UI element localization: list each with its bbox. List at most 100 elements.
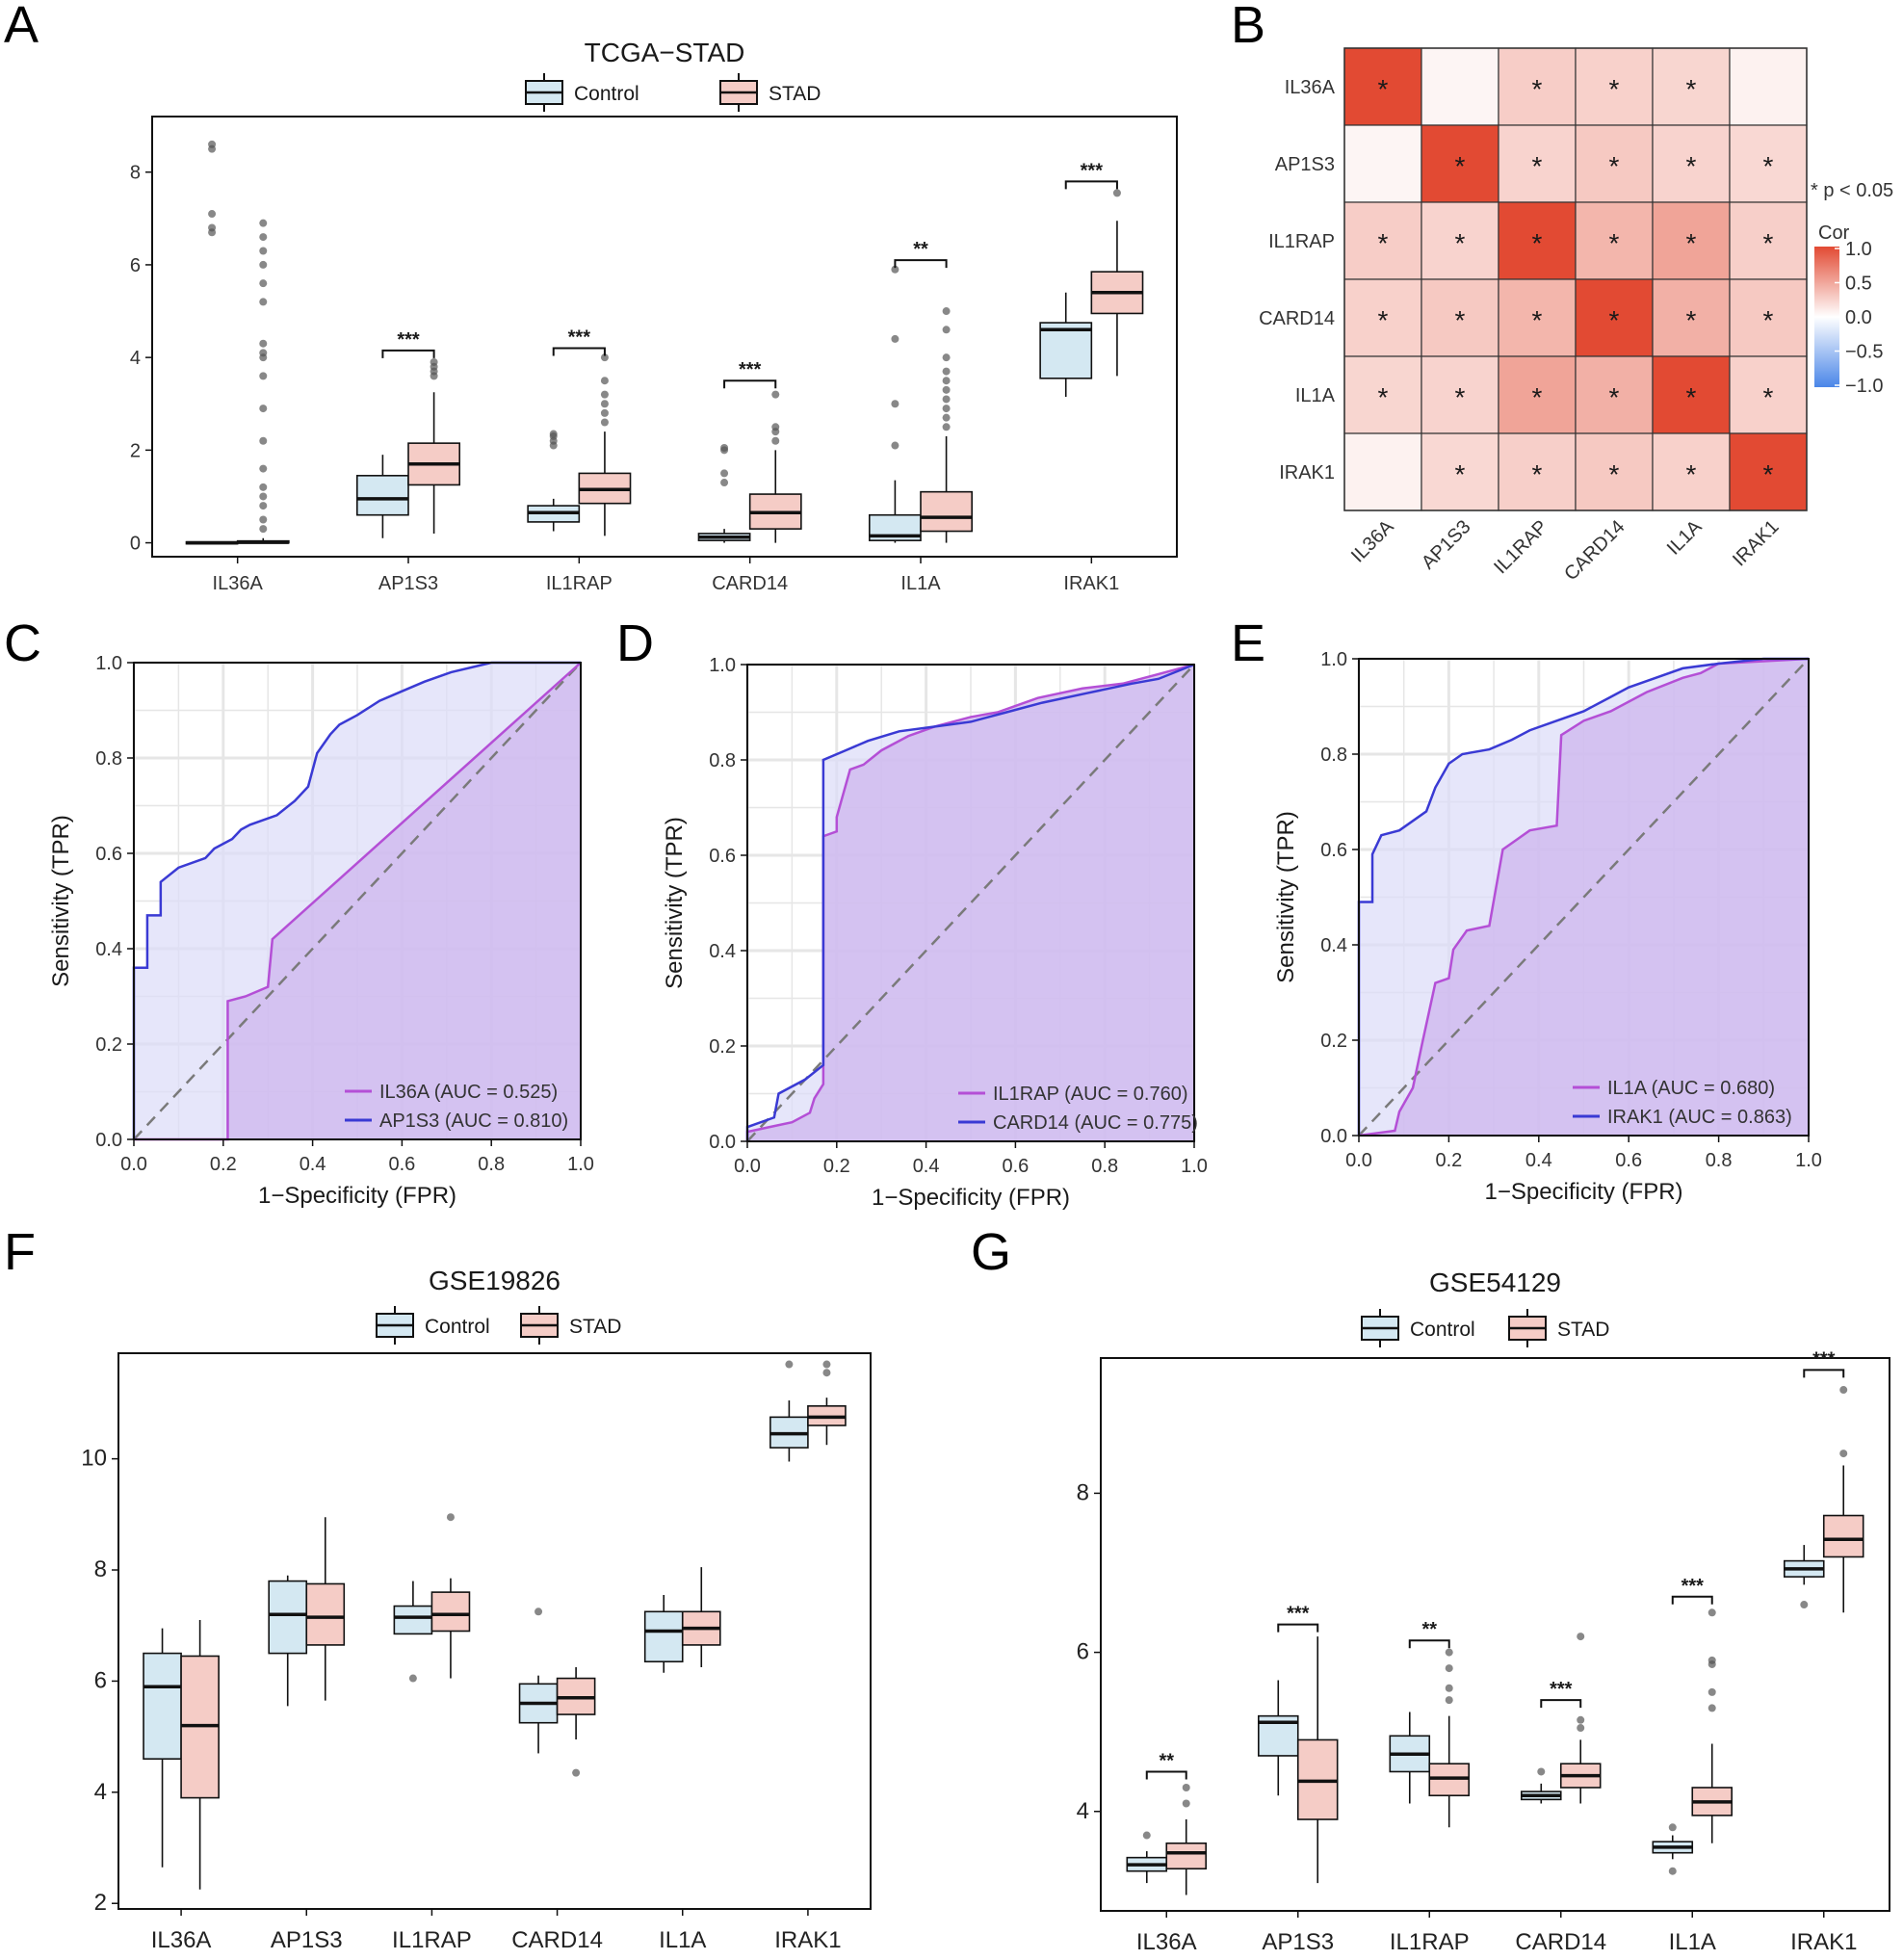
y-tick-label: 6 [1077, 1639, 1089, 1665]
y-tick-label: 0.2 [1320, 1031, 1347, 1052]
legend-label-stad: STAD [1557, 1319, 1609, 1341]
colorbar-tick-label: 0.0 [1845, 307, 1872, 328]
x-tick-label: 0.6 [1615, 1150, 1642, 1171]
box-body [393, 1605, 433, 1635]
x-tick-label-irak1: IRAK1 [1063, 573, 1119, 594]
x-tick-label-irak1: IRAK1 [774, 1927, 841, 1953]
outlier-point [942, 326, 951, 334]
box-body [430, 1591, 471, 1633]
outlier-point [259, 339, 268, 348]
diagonal-reference [133, 662, 582, 1140]
significance-bracket [552, 347, 606, 356]
heatmap-star: * [1686, 228, 1697, 258]
box-stad-ap1s3 [407, 357, 461, 534]
legend-label-stad: STAD [769, 83, 821, 105]
box-control-il1a [643, 1594, 684, 1673]
x-tick-label: 1.0 [567, 1154, 594, 1175]
heatmap-star: * [1609, 382, 1620, 412]
outlier-point [1537, 1767, 1546, 1776]
x-tick-label: 0.4 [300, 1154, 326, 1175]
outlier-point [1445, 1684, 1453, 1692]
x-tick-label: 0.4 [1525, 1150, 1552, 1171]
outlier-point [1142, 1831, 1151, 1840]
outlier-point [259, 515, 268, 524]
x-tick-label: 0.0 [120, 1154, 147, 1175]
x-tick-label: 0.0 [734, 1156, 761, 1177]
y-tick-label: 0.8 [709, 750, 736, 771]
box-body [305, 1582, 346, 1646]
heatmap-cell-card14-il1rap [1498, 278, 1577, 357]
heatmap-col-label-ap1s3: AP1S3 [1418, 516, 1475, 574]
outlier-point [430, 357, 438, 366]
x-tick-label: 0.6 [1002, 1156, 1029, 1177]
significance-bracket [1064, 180, 1118, 190]
roc-chart-d: 0.0 0.0 0.2 0.2 0.4 0.4 0.6 0.6 0.8 0.8 1.0 1.0 1−Sp… [662, 655, 1208, 1211]
outlier-point [942, 367, 951, 376]
panel-d: D 0.0 0.0 0.2 0.2 0.4 0.4 0.6 0.6 0.8 0.8 1.0 1.0 1−… [616, 614, 1208, 1211]
panel-c: C 0.0 0.0 0.2 0.2 0.4 0.4 0.6 0.6 0.8 0.8 1.0 1.0 1−… [4, 614, 594, 1209]
heatmap-cell-il1rap-il36a [1343, 201, 1422, 280]
y-tick-label: 2 [94, 1890, 107, 1916]
panel-letter-f: F [4, 1223, 36, 1281]
heatmap-cell-card14-irak1 [1729, 278, 1808, 357]
panel-letter-a: A [4, 0, 39, 54]
heatmap-cell-il36a-il36a [1343, 47, 1422, 126]
outlier-point [259, 260, 268, 269]
roc-curve-card14 [745, 663, 1195, 1141]
outlier-point [785, 1360, 794, 1369]
x-tick-label-il1rap: IL1RAP [392, 1927, 472, 1953]
heatmap-cell-il1a-irak1 [1729, 355, 1808, 434]
colorbar-tick-label: 0.5 [1845, 274, 1872, 295]
plot-frame [151, 116, 1178, 558]
x-tick-label: 0.8 [1706, 1150, 1733, 1171]
box-stad-ap1s3 [1296, 1636, 1339, 1884]
heatmap-star: * [1532, 459, 1543, 489]
x-tick-label-card14: CARD14 [1515, 1929, 1606, 1955]
roc-curve-irak1 [1357, 657, 1809, 1136]
significance-bracket [1671, 1595, 1713, 1605]
outlier-point [891, 400, 899, 408]
box-stad-il1a [1691, 1608, 1734, 1843]
box-control-il36a [143, 1628, 182, 1868]
heatmap-row-label-card14: CARD14 [1259, 308, 1335, 329]
outlier-point [208, 210, 217, 219]
outlier-point [720, 443, 729, 452]
heatmap-frame [1343, 47, 1808, 511]
y-tick-label: 0.0 [709, 1132, 736, 1153]
heatmap-star: * [1609, 74, 1620, 104]
box-control-ap1s3 [355, 455, 409, 538]
heatmap-cell-il1rap-ap1s3 [1421, 201, 1499, 280]
x-tick-label-irak1: IRAK1 [1790, 1929, 1857, 1955]
box-stad-il1rap [1428, 1648, 1471, 1828]
legend-label-card14: CARD14 (AUC = 0.775) [993, 1112, 1198, 1134]
heatmap-cell-ap1s3-card14 [1575, 124, 1654, 203]
outlier-point [1668, 1823, 1677, 1832]
outlier-point [600, 400, 609, 408]
outlier-point [259, 279, 268, 288]
heatmap-star: * [1763, 459, 1774, 489]
correlation-heatmap: * * * * * * * * * * * * * * * * * * * * * * * * * * * * * * * * IL36A IL3… [1259, 47, 1893, 585]
x-tick-label-card14: CARD14 [511, 1927, 603, 1953]
outlier-point [259, 405, 268, 413]
outlier-point [1182, 1799, 1190, 1808]
heatmap-cell-il36a-ap1s3 [1421, 47, 1499, 126]
heatmap-cell-il1a-ap1s3 [1421, 355, 1499, 434]
legend-label-il1rap: IL1RAP (AUC = 0.760) [993, 1084, 1188, 1105]
box-body [143, 1652, 182, 1761]
panel-letter-e: E [1231, 614, 1265, 672]
outlier-point [1839, 1386, 1848, 1395]
boxplot-gse19826: GSE19826 Control STAD 2 4 6 8 10 IL36A AP1S3 IL1RA… [81, 1266, 872, 1953]
heatmap-star: * [1686, 305, 1697, 335]
heatmap-star: * [1686, 151, 1697, 181]
outlier-point [1182, 1783, 1190, 1791]
outlier-point [771, 390, 780, 399]
outlier-point [600, 377, 609, 385]
heatmap-star: * [1532, 151, 1543, 181]
legend-label-irak1: IRAK1 (AUC = 0.863) [1607, 1107, 1792, 1128]
y-tick-label: 0.2 [95, 1034, 122, 1056]
y-tick-label: 4 [94, 1779, 107, 1805]
significance-note: * p < 0.05 [1811, 180, 1893, 201]
roc-curve-ap1s3 [132, 661, 581, 1139]
x-tick-label-il1rap: IL1RAP [546, 573, 613, 594]
box-stad-irak1 [1822, 1386, 1864, 1613]
